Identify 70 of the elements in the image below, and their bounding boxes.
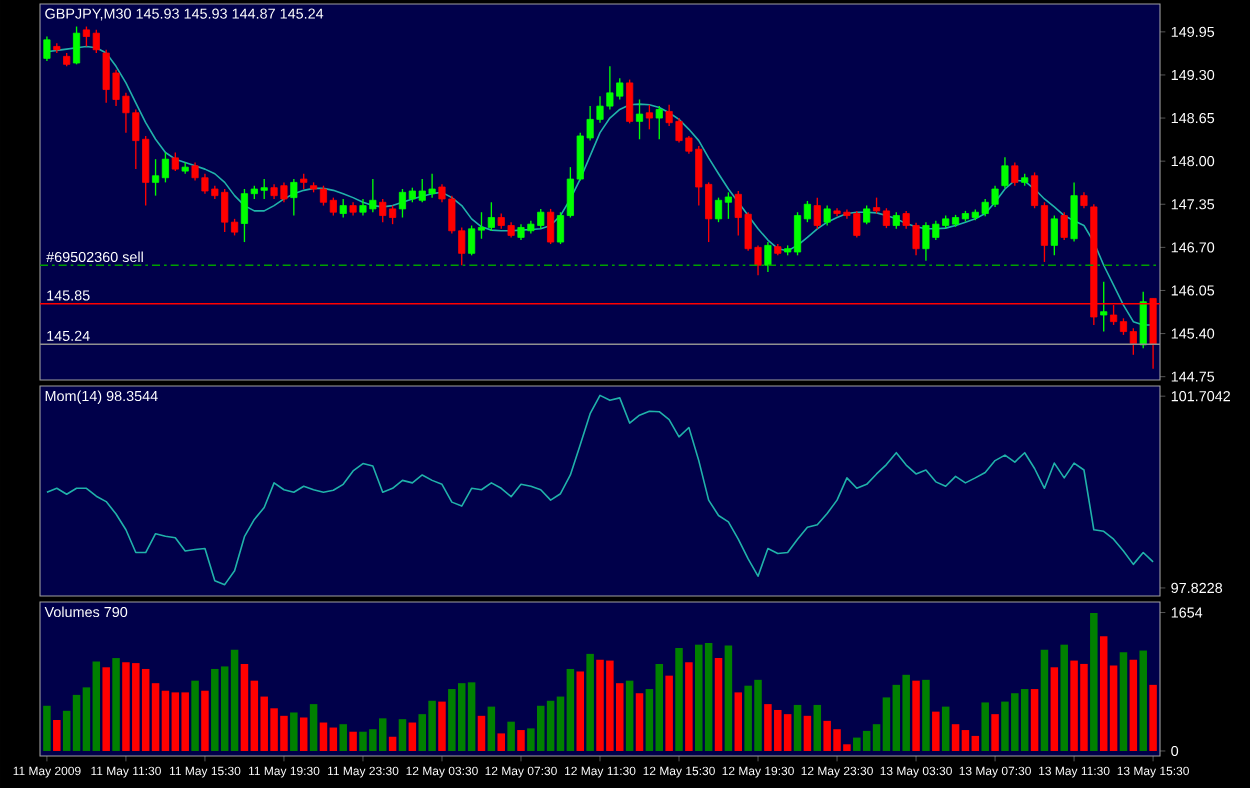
bar bbox=[793, 704, 802, 751]
candlestick bbox=[1060, 211, 1068, 241]
candlestick bbox=[823, 204, 831, 227]
bar bbox=[487, 706, 496, 751]
bar bbox=[53, 720, 61, 751]
candlestick bbox=[626, 78, 634, 125]
candlestick bbox=[635, 98, 644, 140]
bar bbox=[477, 715, 486, 751]
bar bbox=[1030, 689, 1039, 751]
bar bbox=[388, 736, 397, 751]
candlestick bbox=[1050, 214, 1058, 256]
bar bbox=[734, 692, 743, 751]
candlestick bbox=[547, 208, 555, 245]
bar bbox=[507, 721, 515, 751]
bar bbox=[991, 714, 999, 751]
bar bbox=[803, 715, 812, 751]
bar bbox=[912, 680, 920, 751]
bar bbox=[922, 679, 930, 751]
candlestick bbox=[339, 198, 347, 219]
candlestick bbox=[1100, 281, 1108, 333]
bar bbox=[517, 730, 525, 751]
candlestick bbox=[813, 196, 821, 230]
bar bbox=[625, 680, 634, 751]
bar bbox=[665, 675, 673, 751]
bar bbox=[941, 706, 950, 751]
candlestick bbox=[290, 178, 298, 217]
candlestick bbox=[764, 241, 772, 273]
bar bbox=[112, 658, 120, 751]
bar bbox=[981, 702, 989, 751]
bar bbox=[191, 680, 199, 751]
bar bbox=[1129, 659, 1138, 751]
candlestick bbox=[863, 204, 871, 225]
bar bbox=[586, 653, 594, 751]
candlestick bbox=[645, 104, 653, 131]
bar bbox=[438, 701, 446, 751]
bar bbox=[675, 648, 683, 751]
bar bbox=[1149, 684, 1157, 751]
bar bbox=[201, 690, 209, 751]
bar bbox=[724, 645, 733, 751]
candlestick bbox=[43, 35, 51, 62]
bar bbox=[497, 733, 505, 751]
candlestick bbox=[1139, 291, 1147, 349]
bar bbox=[1050, 667, 1059, 751]
bar bbox=[339, 724, 347, 751]
bar bbox=[398, 719, 407, 751]
bar bbox=[1090, 612, 1098, 751]
bar bbox=[685, 662, 693, 751]
bar bbox=[635, 693, 644, 751]
bar bbox=[714, 658, 723, 751]
candlestick bbox=[171, 151, 179, 172]
bar bbox=[1060, 644, 1068, 751]
bar bbox=[43, 705, 51, 751]
bar bbox=[299, 717, 308, 751]
bar bbox=[1040, 649, 1049, 751]
candlestick bbox=[72, 25, 81, 66]
bar bbox=[309, 704, 318, 751]
bar bbox=[932, 711, 940, 751]
bar bbox=[1139, 650, 1147, 751]
candlestick bbox=[1001, 156, 1009, 190]
bar bbox=[408, 722, 417, 751]
bar bbox=[576, 671, 584, 751]
line-series bbox=[46, 394, 1154, 586]
bar bbox=[349, 731, 357, 751]
bar bbox=[290, 712, 298, 751]
bar bbox=[1119, 652, 1128, 751]
bar bbox=[813, 704, 822, 751]
bar bbox=[102, 667, 110, 751]
candlestick bbox=[1070, 181, 1078, 243]
candlestick bbox=[1011, 161, 1019, 187]
candlestick bbox=[655, 105, 663, 140]
